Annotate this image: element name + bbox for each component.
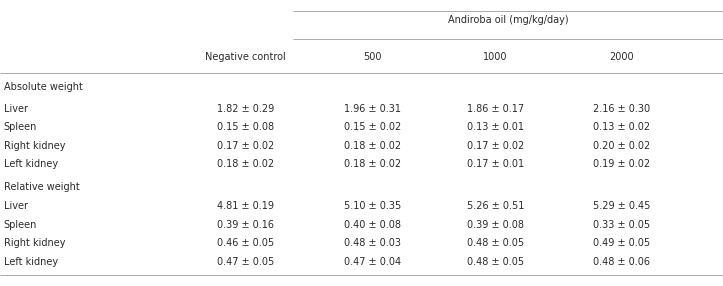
Text: Liver: Liver <box>4 201 27 211</box>
Text: 500: 500 <box>363 52 382 62</box>
Text: 0.39 ± 0.08: 0.39 ± 0.08 <box>467 220 523 229</box>
Text: 0.47 ± 0.04: 0.47 ± 0.04 <box>343 257 401 267</box>
Text: 0.40 ± 0.08: 0.40 ± 0.08 <box>344 220 401 229</box>
Text: 0.46 ± 0.05: 0.46 ± 0.05 <box>217 238 275 248</box>
Text: 0.47 ± 0.05: 0.47 ± 0.05 <box>217 257 275 267</box>
Text: Left kidney: Left kidney <box>4 257 58 267</box>
Text: 5.26 ± 0.51: 5.26 ± 0.51 <box>466 201 524 211</box>
Text: 1.82 ± 0.29: 1.82 ± 0.29 <box>217 104 275 114</box>
Text: 0.18 ± 0.02: 0.18 ± 0.02 <box>343 141 401 151</box>
Text: 0.13 ± 0.01: 0.13 ± 0.01 <box>467 122 523 132</box>
Text: Andiroba oil (mg/kg/day): Andiroba oil (mg/kg/day) <box>448 15 568 25</box>
Text: Right kidney: Right kidney <box>4 238 65 248</box>
Text: Spleen: Spleen <box>4 122 37 132</box>
Text: 0.19 ± 0.02: 0.19 ± 0.02 <box>593 160 651 169</box>
Text: 5.10 ± 0.35: 5.10 ± 0.35 <box>343 201 401 211</box>
Text: 1.96 ± 0.31: 1.96 ± 0.31 <box>344 104 401 114</box>
Text: 0.48 ± 0.06: 0.48 ± 0.06 <box>594 257 650 267</box>
Text: 0.39 ± 0.16: 0.39 ± 0.16 <box>218 220 274 229</box>
Text: 0.20 ± 0.02: 0.20 ± 0.02 <box>593 141 651 151</box>
Text: Right kidney: Right kidney <box>4 141 65 151</box>
Text: 0.15 ± 0.08: 0.15 ± 0.08 <box>217 122 275 132</box>
Text: 1000: 1000 <box>483 52 508 62</box>
Text: 0.48 ± 0.03: 0.48 ± 0.03 <box>344 238 401 248</box>
Text: Negative control: Negative control <box>205 52 286 62</box>
Text: 4.81 ± 0.19: 4.81 ± 0.19 <box>218 201 274 211</box>
Text: 0.49 ± 0.05: 0.49 ± 0.05 <box>593 238 651 248</box>
Text: Left kidney: Left kidney <box>4 160 58 169</box>
Text: 0.48 ± 0.05: 0.48 ± 0.05 <box>466 238 524 248</box>
Text: 0.15 ± 0.02: 0.15 ± 0.02 <box>343 122 401 132</box>
Text: 0.48 ± 0.05: 0.48 ± 0.05 <box>466 257 524 267</box>
Text: Absolute weight: Absolute weight <box>4 82 82 92</box>
Text: 2.16 ± 0.30: 2.16 ± 0.30 <box>593 104 651 114</box>
Text: 5.29 ± 0.45: 5.29 ± 0.45 <box>593 201 651 211</box>
Text: Spleen: Spleen <box>4 220 37 229</box>
Text: 2000: 2000 <box>609 52 634 62</box>
Text: Relative weight: Relative weight <box>4 182 80 192</box>
Text: 0.13 ± 0.02: 0.13 ± 0.02 <box>593 122 651 132</box>
Text: 1.86 ± 0.17: 1.86 ± 0.17 <box>466 104 524 114</box>
Text: 0.17 ± 0.01: 0.17 ± 0.01 <box>466 160 524 169</box>
Text: 0.33 ± 0.05: 0.33 ± 0.05 <box>593 220 651 229</box>
Text: 0.17 ± 0.02: 0.17 ± 0.02 <box>217 141 275 151</box>
Text: 0.18 ± 0.02: 0.18 ± 0.02 <box>217 160 275 169</box>
Text: 0.18 ± 0.02: 0.18 ± 0.02 <box>343 160 401 169</box>
Text: Liver: Liver <box>4 104 27 114</box>
Text: 0.17 ± 0.02: 0.17 ± 0.02 <box>466 141 524 151</box>
